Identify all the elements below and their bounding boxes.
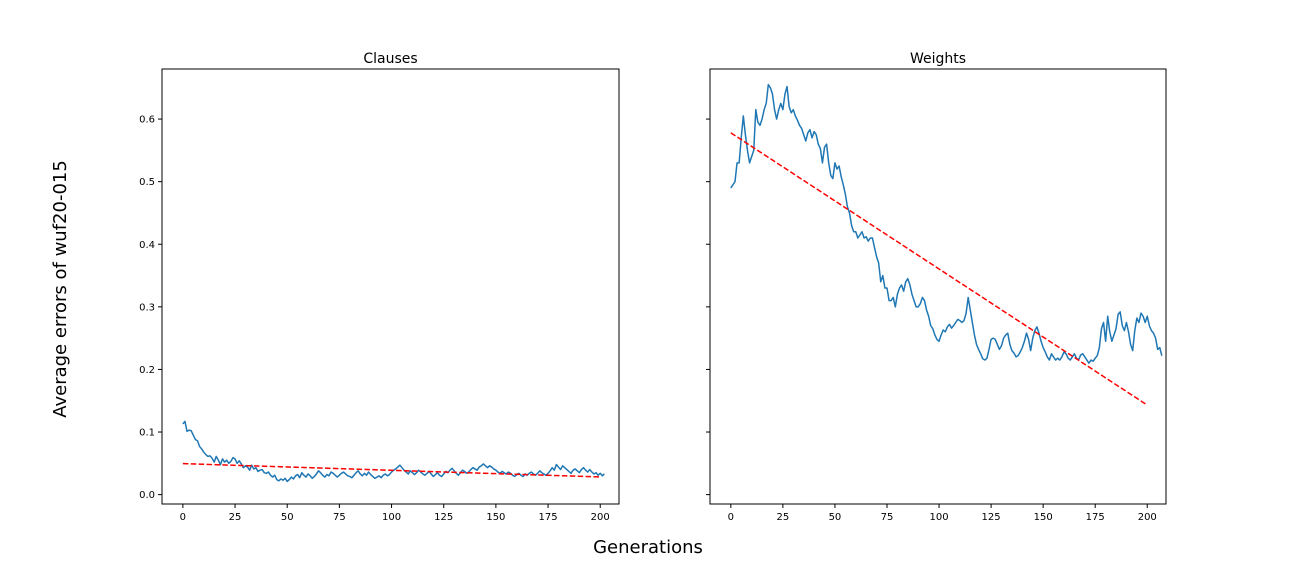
clauses-x-tick-label: 175	[539, 512, 558, 523]
clauses-y-tick-label: 0.2	[139, 365, 155, 376]
clauses-x-axis-ticks: 0 25 50 75 100 125 150 175 200	[180, 504, 610, 523]
clauses-y-axis-ticks: 0.0 0.1 0.2 0.3 0.4 0.5 0.6	[139, 115, 162, 501]
weights-x-tick-label: 150	[1034, 512, 1053, 523]
figure-x-label: Generations	[593, 537, 703, 558]
clauses-panel: Clauses 0.0 0.1 0.2 0.3 0.4 0.5 0.6 0 25 50 75 100…	[139, 51, 620, 523]
clauses-y-tick-label: 0.6	[139, 115, 155, 126]
weights-panel: Weights 0 25 50 75 100 125 150 175 200	[706, 51, 1167, 523]
weights-y-axis-ticks	[706, 118, 710, 496]
weights-x-tick-label: 25	[777, 512, 790, 523]
weights-x-tick-label: 175	[1086, 512, 1105, 523]
clauses-axes-frame	[161, 68, 620, 505]
weights-trend-line	[730, 132, 1148, 406]
clauses-x-tick-label: 75	[333, 512, 346, 523]
clauses-x-tick-label: 150	[486, 512, 505, 523]
weights-error-line	[730, 83, 1163, 364]
clauses-y-tick-label: 0.3	[139, 302, 155, 313]
clauses-x-tick-label: 200	[591, 512, 610, 523]
clauses-y-tick-label: 0.0	[139, 490, 155, 501]
weights-panel-title: Weights	[910, 51, 966, 67]
weights-x-tick-label: 100	[929, 512, 948, 523]
figure-y-label: Average errors of wuf20-015	[50, 160, 71, 418]
clauses-x-tick-label: 0	[180, 512, 186, 523]
clauses-x-tick-label: 100	[382, 512, 401, 523]
weights-axes-frame	[709, 68, 1167, 505]
weights-x-tick-label: 125	[982, 512, 1001, 523]
weights-x-tick-label: 50	[829, 512, 842, 523]
weights-x-tick-label: 200	[1138, 512, 1157, 523]
clauses-x-tick-label: 50	[281, 512, 294, 523]
weights-series	[730, 83, 1163, 406]
weights-x-axis-ticks: 0 25 50 75 100 125 150 175 200	[728, 504, 1157, 523]
clauses-series	[182, 420, 605, 483]
clauses-panel-title: Clauses	[363, 51, 417, 67]
clauses-x-tick-label: 125	[434, 512, 453, 523]
clauses-x-tick-label: 25	[229, 512, 242, 523]
weights-x-tick-label: 0	[728, 512, 734, 523]
clauses-y-tick-label: 0.4	[139, 240, 155, 251]
weights-x-tick-label: 75	[881, 512, 894, 523]
clauses-y-tick-label: 0.1	[139, 428, 155, 439]
clauses-y-tick-label: 0.5	[139, 177, 155, 188]
clauses-trend-line	[182, 462, 601, 478]
